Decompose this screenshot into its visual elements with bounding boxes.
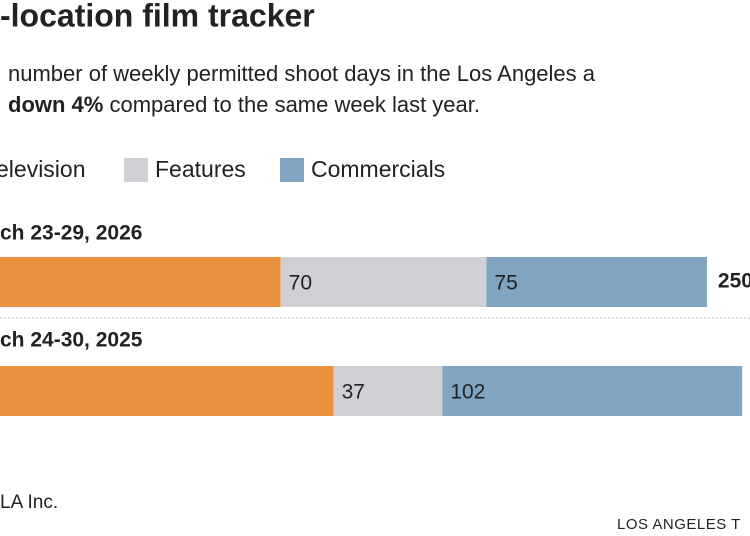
credit: LOS ANGELES T (617, 516, 741, 533)
value-label: 70 (289, 272, 312, 295)
bar-segment (486, 257, 707, 307)
bar-segment (280, 257, 487, 307)
subtitle-bold: down 4% (8, 92, 103, 117)
total-label: 250 (718, 270, 750, 293)
subtitle: down 4% compared to the same week last y… (8, 92, 480, 117)
legend-label: Features (155, 156, 246, 182)
value-label: 37 (342, 381, 365, 404)
bar-segment (333, 366, 443, 416)
legend-label: elevision (0, 156, 86, 182)
chart-title: -location film tracker (0, 0, 315, 33)
value-label: 75 (494, 272, 517, 295)
category-label: ch 24-30, 2025 (0, 329, 143, 352)
legend-swatch (124, 158, 148, 182)
legend-swatch (280, 158, 304, 182)
category-label: ch 23-29, 2026 (0, 222, 142, 245)
legend-label: Commercials (311, 156, 445, 182)
source: LA Inc. (0, 492, 58, 513)
value-label: 102 (450, 381, 485, 404)
subtitle: number of weekly permitted shoot days in… (8, 61, 596, 86)
subtitle-rest: compared to the same week last year. (109, 92, 480, 117)
bar-segment (0, 257, 281, 307)
bar-segment (0, 366, 334, 416)
bar-segment (442, 366, 743, 416)
